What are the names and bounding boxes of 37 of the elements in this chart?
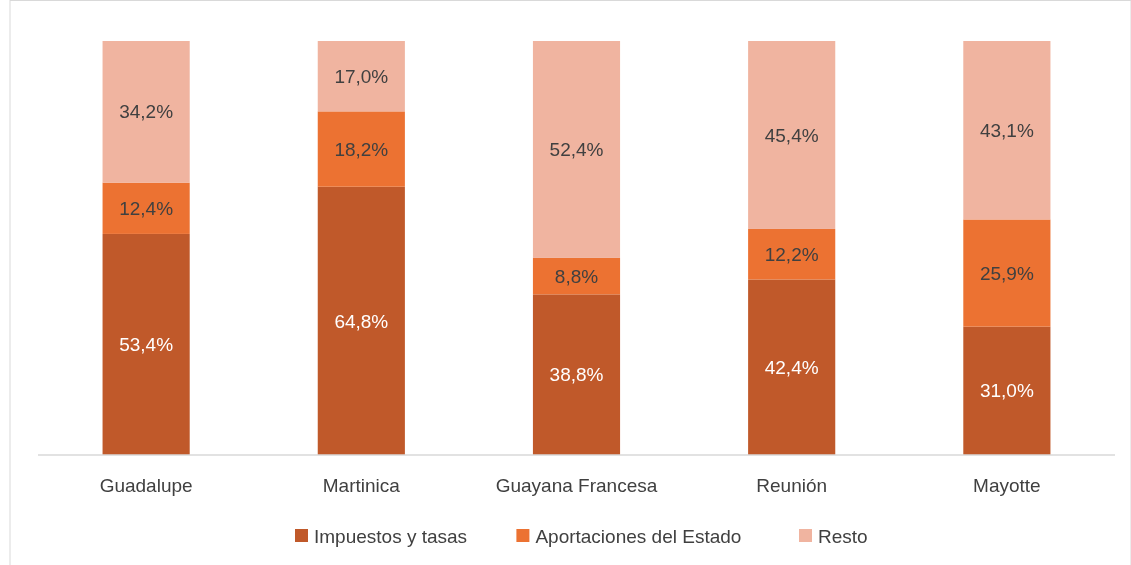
- x-tick-label: Guadalupe: [99, 475, 193, 496]
- bar: [963, 326, 1051, 455]
- data-label: 45,4%: [764, 124, 819, 146]
- data-label: 8,8%: [554, 265, 599, 287]
- data-label: 43,1%: [979, 119, 1034, 141]
- data-label: 12,2%: [764, 243, 819, 265]
- legend-label: Aportaciones del Estado: [535, 525, 742, 547]
- data-label: 53,4%: [119, 334, 174, 356]
- bar: [317, 186, 405, 455]
- bar: [748, 41, 836, 229]
- data-label: 42,4%: [764, 356, 819, 378]
- bar: [748, 279, 836, 455]
- bar: [102, 182, 190, 234]
- x-tick-label: Guayana Francesa: [495, 475, 658, 496]
- data-label: 12,4%: [119, 197, 174, 219]
- legend-label: Resto: [818, 525, 868, 547]
- bar: [532, 41, 621, 258]
- data-label: 31,0%: [979, 380, 1034, 402]
- data-label: 18,2%: [334, 138, 389, 160]
- legend-label: Impuestos y tasas: [314, 525, 468, 547]
- bar: [102, 41, 190, 183]
- bar: [963, 41, 1051, 220]
- data-label: 34,2%: [119, 101, 174, 123]
- bar: [317, 111, 405, 187]
- data-label: 25,9%: [979, 262, 1034, 284]
- data-label: 52,4%: [549, 139, 604, 161]
- data-label: 38,8%: [549, 364, 604, 386]
- bar: [317, 41, 405, 112]
- bar: [748, 228, 836, 280]
- x-tick-label: Martinica: [322, 475, 401, 496]
- bar: [102, 233, 190, 455]
- data-label: 64,8%: [334, 310, 389, 332]
- x-tick-label: Reunión: [756, 475, 828, 496]
- bar: [532, 294, 621, 455]
- bar: [963, 219, 1051, 327]
- x-tick-label: Mayotte: [973, 475, 1041, 496]
- data-label: 17,0%: [334, 65, 389, 87]
